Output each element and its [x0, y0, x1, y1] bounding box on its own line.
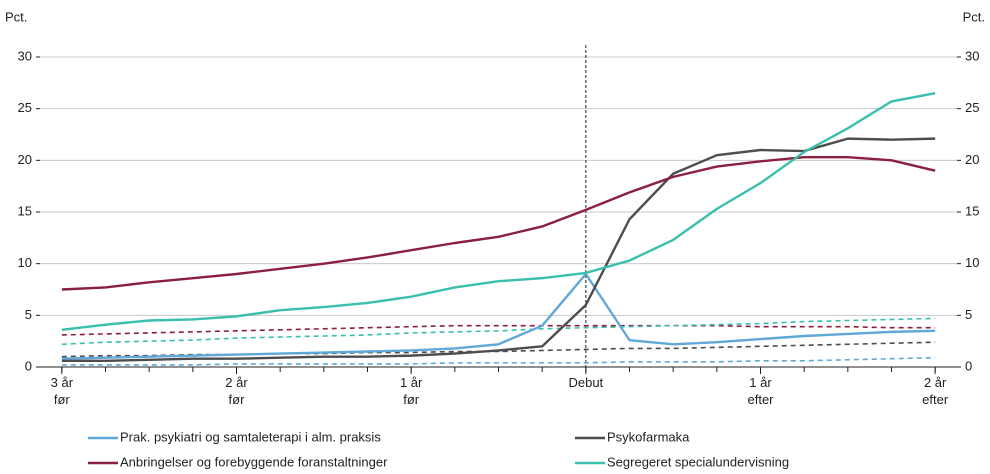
legend-label: Segregeret specialundervisning	[607, 454, 789, 469]
y-tick-label: 0	[25, 358, 32, 373]
x-tick-label: 1 år før	[400, 375, 423, 407]
y2-tick-label: 5	[965, 307, 972, 322]
y-tick-label: 15	[18, 203, 32, 218]
legend-item: Segregeret specialundervisning	[575, 454, 789, 469]
y-tick-label: 10	[18, 255, 32, 270]
y2-tick-label: 20	[965, 152, 979, 167]
series-line	[61, 156, 936, 291]
y-axis-label: Pct.	[5, 9, 27, 24]
legend-label: Psykofarmaka	[607, 429, 690, 444]
y2-axis-label: Pct.	[963, 9, 985, 24]
y2-tick-label: 15	[965, 203, 979, 218]
legend-label: Anbringelser og forebyggende foranstaltn…	[120, 454, 388, 469]
legend-item: Prak. psykiatri og samtaleterapi i alm. …	[88, 429, 381, 444]
legend-item: Psykofarmaka	[575, 429, 690, 444]
y-tick-label: 25	[18, 100, 32, 115]
dashed-line	[61, 356, 936, 366]
series-line	[61, 272, 936, 360]
legend-label: Prak. psykiatri og samtaleterapi i alm. …	[120, 429, 381, 444]
y2-tick-label: 0	[965, 358, 972, 373]
y2-tick-label: 25	[965, 100, 979, 115]
y-tick-label: 5	[25, 307, 32, 322]
series-line	[61, 137, 936, 362]
y2-tick-label: 30	[965, 48, 979, 63]
dashed-line	[61, 317, 936, 346]
x-tick-label: 2 år før	[225, 375, 248, 407]
y-tick-label: 30	[18, 48, 32, 63]
x-tick-label: 2 år efter	[922, 375, 949, 407]
x-tick-label: Debut	[568, 375, 603, 390]
x-tick-label: 1 år efter	[747, 375, 774, 407]
y2-tick-label: 10	[965, 255, 979, 270]
y-tick-label: 20	[18, 152, 32, 167]
x-tick-label: 3 år før	[51, 375, 74, 407]
series-line	[61, 91, 936, 331]
legend-item: Anbringelser og forebyggende foranstaltn…	[88, 454, 388, 469]
dashed-line	[61, 324, 936, 336]
